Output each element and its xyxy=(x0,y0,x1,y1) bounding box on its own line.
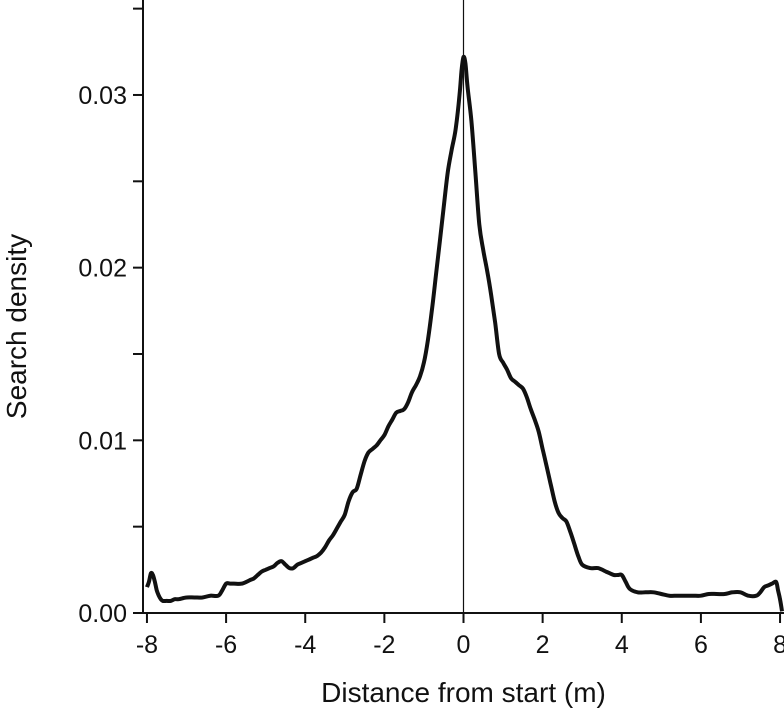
x-tick-label: -6 xyxy=(215,631,237,659)
x-tick-label: 0 xyxy=(457,631,471,659)
y-axis-label: Search density xyxy=(1,234,32,419)
x-tick-label: 4 xyxy=(615,631,629,659)
y-tick-label: 0.00 xyxy=(78,600,127,628)
x-tick-label: 8 xyxy=(773,631,784,659)
x-tick-label: 6 xyxy=(694,631,708,659)
x-tick-label: -2 xyxy=(373,631,395,659)
x-tick-label: -4 xyxy=(294,631,316,659)
search-density-curve xyxy=(145,54,784,612)
x-axis-label: Distance from start (m) xyxy=(321,677,606,708)
y-tick-label: 0.02 xyxy=(78,255,127,283)
ticks: -8 -6 -4 -2 0 2 4 6 8 0.00 0.01 0.02 0.03 xyxy=(78,7,784,659)
y-tick-label: 0.03 xyxy=(78,82,127,110)
x-tick-label: -8 xyxy=(136,631,158,659)
y-tick-label: 0.01 xyxy=(78,427,127,455)
x-tick-label: 2 xyxy=(536,631,550,659)
